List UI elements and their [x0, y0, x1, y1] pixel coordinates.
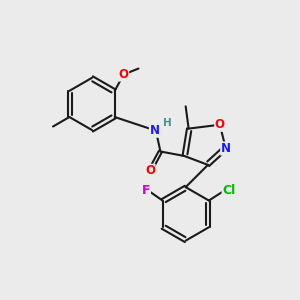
Text: N: N [149, 124, 160, 137]
Text: N: N [221, 142, 231, 155]
Text: O: O [215, 118, 225, 131]
Text: O: O [118, 68, 129, 81]
Text: Cl: Cl [222, 184, 236, 196]
Text: F: F [142, 184, 150, 196]
Text: O: O [145, 164, 155, 177]
Text: H: H [164, 118, 172, 128]
